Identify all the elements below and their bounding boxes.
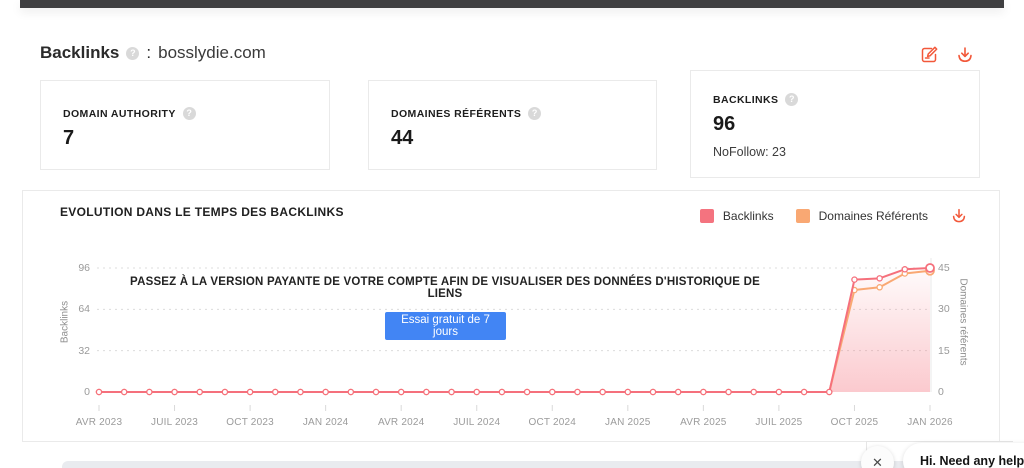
stat-card-label: DOMAIN AUTHORITY ? (63, 107, 329, 120)
upgrade-message: PASSEZ À LA VERSION PAYANTE DE VOTRE COM… (130, 276, 760, 300)
chart-title: EVOLUTION DANS LE TEMPS DES BACKLINKS (60, 205, 344, 219)
legend-swatch-backlinks (699, 209, 714, 223)
stat-card-label: BACKLINKS ? (713, 93, 979, 106)
stat-card-domain-authority: DOMAIN AUTHORITY ? 7 (40, 80, 330, 170)
download-icon (955, 45, 975, 65)
chat-help-bubble[interactable]: Hi. Need any help? (903, 443, 1024, 468)
stat-card-backlinks: BACKLINKS ? 96 NoFollow: 23 (690, 70, 980, 178)
help-icon[interactable]: ? (182, 107, 196, 120)
stat-label-text: DOMAINES RÉFÉRENTS (391, 107, 522, 120)
x-axis-tick: JAN 2024 (302, 417, 349, 428)
left-axis-tick: 96 (78, 262, 90, 274)
x-axis-tick: JAN 2026 (907, 417, 953, 428)
download-icon (950, 207, 968, 225)
page-title: Backlinks ? : bosslydie.com (40, 43, 266, 63)
edit-note-button[interactable] (919, 45, 939, 65)
stat-card-label: DOMAINES RÉFÉRENTS ? (391, 107, 656, 120)
x-axis-tick: AVR 2024 (377, 417, 425, 428)
chart-download-button[interactable] (950, 207, 968, 225)
title-colon: : (146, 43, 152, 62)
analyzed-domain: bosslydie.com (158, 43, 266, 62)
legend-item-backlinks[interactable]: Backlinks (699, 209, 774, 223)
help-glyph: ? (531, 108, 538, 118)
free-trial-button[interactable]: Essai gratuit de 7 jours (385, 312, 506, 340)
export-download-button[interactable] (955, 45, 975, 65)
x-axis-tick: JUIL 2025 (755, 417, 803, 428)
left-axis-tick: 32 (78, 344, 90, 357)
next-section-edge (62, 461, 1024, 468)
legend-swatch-referring-domains (795, 209, 810, 223)
x-axis-tick: OCT 2023 (226, 417, 274, 428)
right-axis-tick: 15 (938, 344, 950, 357)
stat-card-value: 7 (63, 127, 75, 149)
x-axis-tick: AVR 2023 (75, 417, 123, 428)
chart-legend: Backlinks Domaines Référents (699, 209, 928, 223)
legend-item-referring-domains[interactable]: Domaines Référents (795, 209, 928, 223)
help-glyph: ? (130, 47, 136, 58)
stat-label-text: DOMAIN AUTHORITY (63, 107, 176, 120)
right-axis-tick: 30 (938, 303, 950, 316)
stat-label-text: BACKLINKS (713, 93, 779, 106)
close-icon: ✕ (872, 454, 883, 468)
nofollow-count: NoFollow: 23 (713, 145, 786, 159)
right-axis-tick: 0 (938, 386, 944, 398)
x-axis-tick: OCT 2025 (830, 417, 879, 428)
x-axis-tick: OCT 2024 (528, 417, 577, 428)
stat-card-referring-domains: DOMAINES RÉFÉRENTS ? 44 (368, 80, 657, 170)
left-axis-tick: 64 (78, 303, 90, 316)
legend-label: Backlinks (722, 209, 774, 223)
legend-label: Domaines Référents (818, 209, 928, 223)
help-glyph: ? (186, 108, 193, 118)
chat-close-button[interactable]: ✕ (861, 446, 894, 468)
backlinks-evolution-panel (22, 190, 1000, 442)
top-dark-bar (20, 0, 1004, 8)
x-axis-tick: JUIL 2024 (453, 417, 501, 428)
x-axis-tick: AVR 2025 (680, 417, 727, 428)
stat-card-value: 44 (391, 127, 414, 149)
right-axis-tick: 45 (938, 262, 950, 274)
help-icon[interactable]: ? (126, 46, 140, 60)
page-title-text: Backlinks (40, 43, 120, 62)
help-icon[interactable]: ? (785, 93, 799, 106)
edit-note-icon (919, 45, 939, 65)
x-axis-tick: JAN 2025 (605, 417, 651, 428)
left-axis-tick: 0 (84, 386, 90, 398)
help-glyph: ? (788, 94, 795, 104)
stat-card-value: 96 (713, 113, 736, 135)
header-actions (919, 45, 975, 65)
help-icon[interactable]: ? (528, 107, 542, 120)
x-axis-tick: JUIL 2023 (151, 417, 199, 428)
